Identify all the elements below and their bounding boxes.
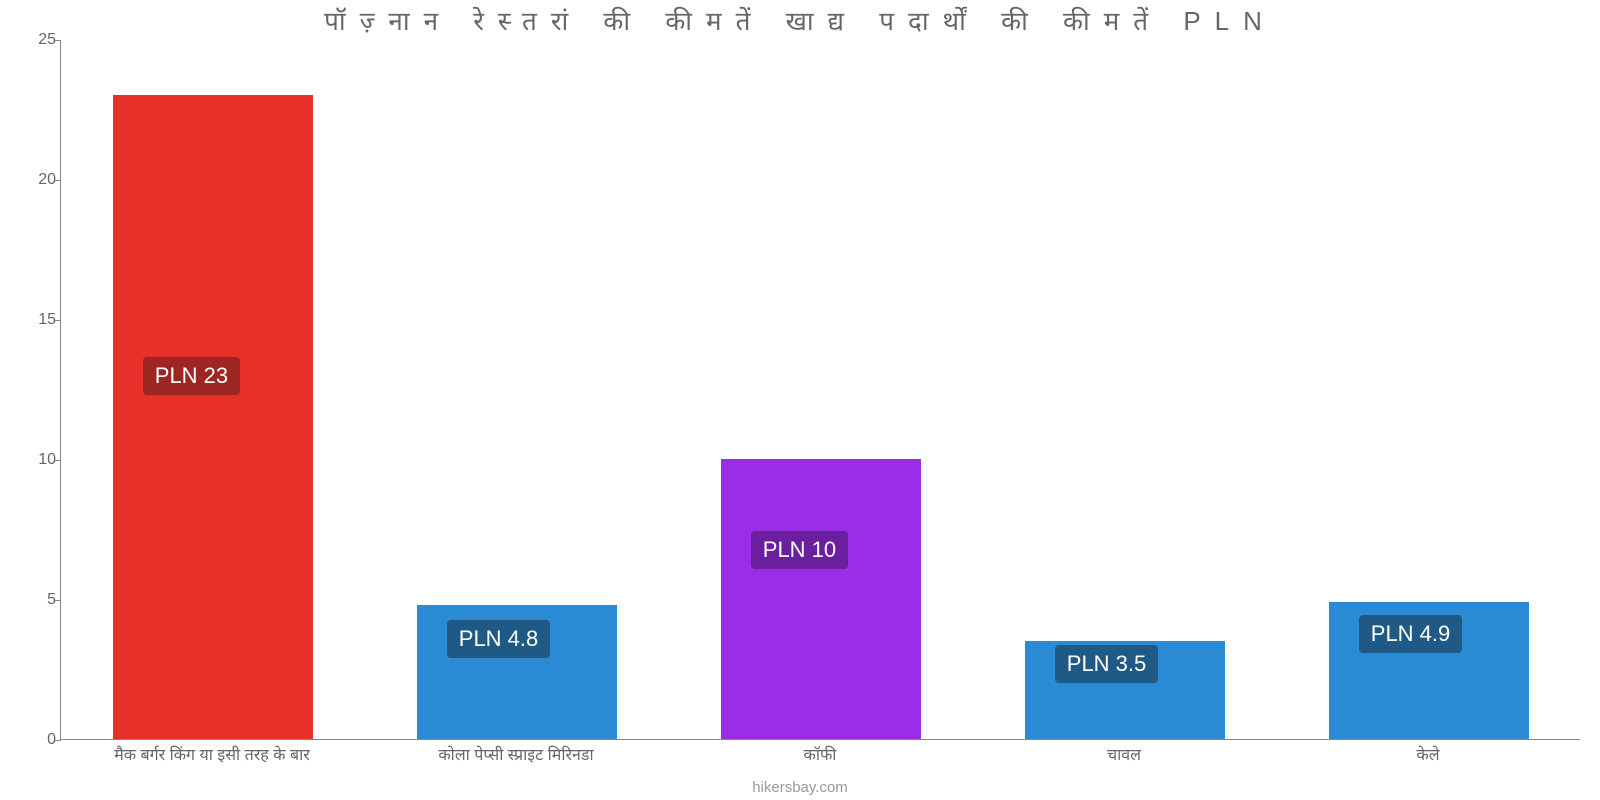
bar — [113, 95, 314, 739]
y-tick-label: 10 — [16, 451, 56, 469]
chart-title: पॉज़्नान रेस्तरां की कीमतें खाद्य पदार्थ… — [0, 2, 1600, 38]
x-tick-label: कॉफी — [668, 746, 972, 765]
x-tick-label: केले — [1276, 746, 1580, 765]
y-tick-mark — [55, 320, 61, 321]
value-badge: PLN 10 — [751, 531, 848, 569]
y-tick-label: 15 — [16, 311, 56, 329]
y-tick-mark — [55, 40, 61, 41]
x-tick-label: कोला पेप्सी स्प्राइट मिरिनडा — [364, 746, 668, 765]
value-badge: PLN 4.9 — [1359, 615, 1463, 653]
value-badge: PLN 4.8 — [447, 620, 551, 658]
plot-area: 0510152025PLN 23PLN 4.8PLN 10PLN 3.5PLN … — [60, 40, 1580, 740]
y-tick-mark — [55, 180, 61, 181]
attribution-text: hikersbay.com — [0, 779, 1600, 796]
y-tick-label: 5 — [16, 591, 56, 609]
x-tick-label: मैक बर्गर किंग या इसी तरह के बार — [60, 746, 364, 765]
y-tick-label: 0 — [16, 731, 56, 749]
y-tick-label: 20 — [16, 171, 56, 189]
y-tick-label: 25 — [16, 31, 56, 49]
y-tick-mark — [55, 600, 61, 601]
bar — [721, 459, 922, 739]
price-bar-chart: पॉज़्नान रेस्तरां की कीमतें खाद्य पदार्थ… — [0, 0, 1600, 800]
value-badge: PLN 23 — [143, 357, 240, 395]
y-tick-mark — [55, 460, 61, 461]
value-badge: PLN 3.5 — [1055, 645, 1159, 683]
x-tick-label: चावल — [972, 746, 1276, 765]
x-axis-labels: मैक बर्गर किंग या इसी तरह के बारकोला पेप… — [60, 740, 1580, 780]
